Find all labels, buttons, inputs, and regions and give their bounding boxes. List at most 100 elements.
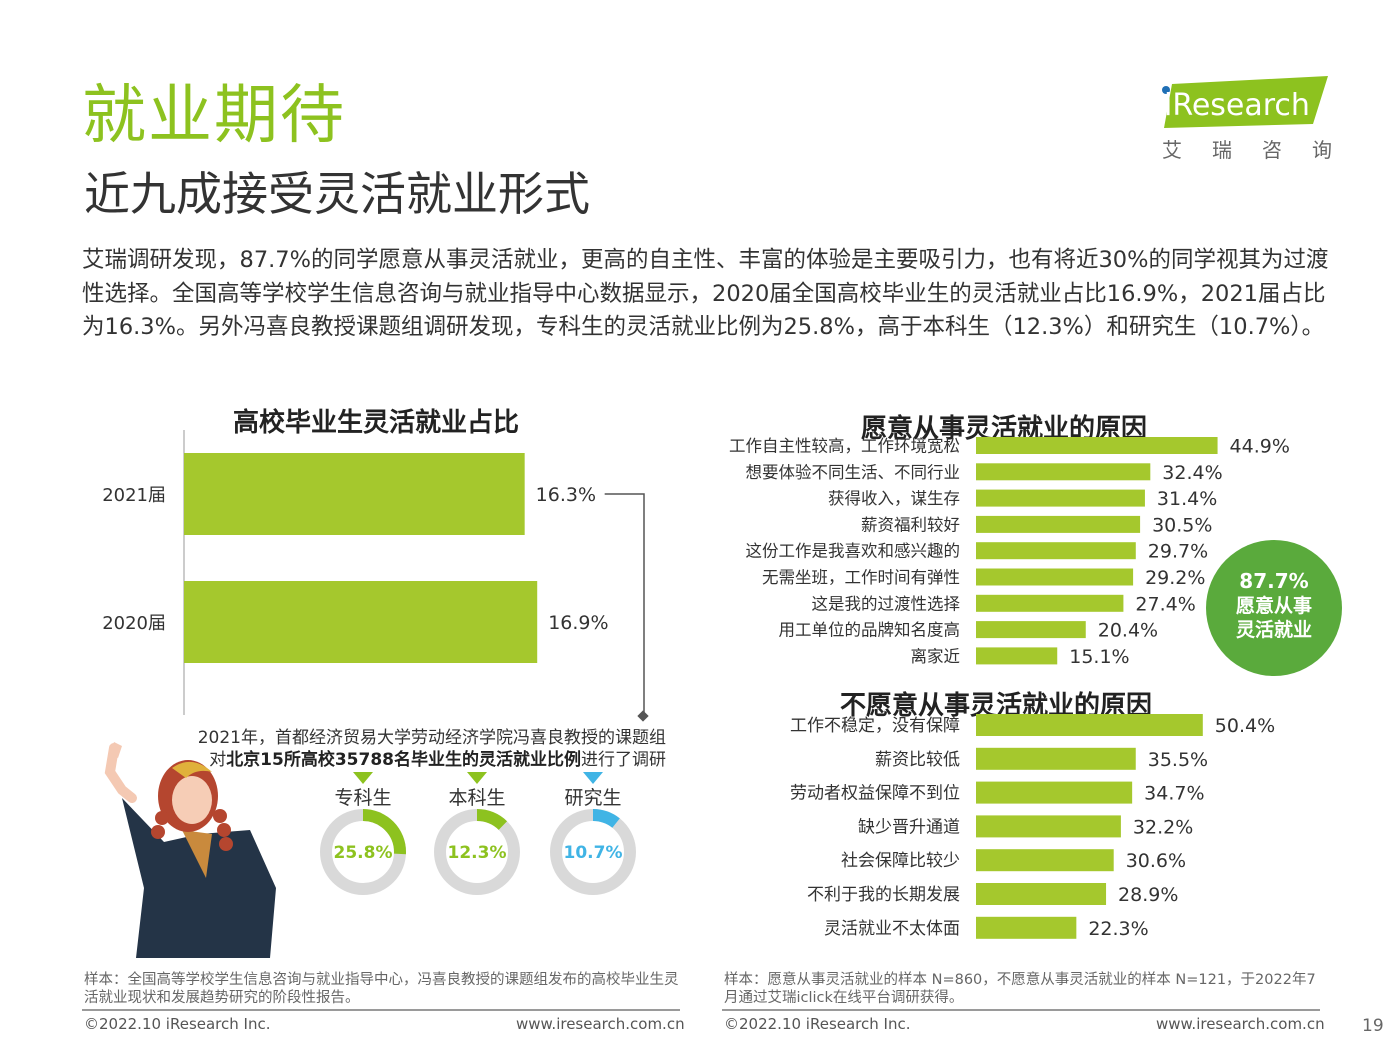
willing-bar <box>976 594 1124 612</box>
degree-category-label: 专科生 <box>334 787 391 809</box>
willing-category-label: 无需坐班，工作时间有弹性 <box>762 568 960 587</box>
unwilling-bar <box>976 781 1133 804</box>
unwilling-category-label: 灵活就业不太体面 <box>824 919 960 939</box>
unwilling-bar <box>976 849 1114 872</box>
unwilling-value-label: 22.3% <box>1088 918 1148 940</box>
unwilling-category-label: 劳动者权益保障不到位 <box>790 784 960 804</box>
willing-bar <box>976 621 1086 639</box>
braid-5 <box>151 825 165 839</box>
chart-degree-donuts: 专科生 25.8% 本科生 12.3% 研究生 10.7% <box>320 772 636 895</box>
footer-divider-right <box>722 1009 1320 1011</box>
willing-category-label: 工作自主性较高，工作环境宽松 <box>729 437 960 456</box>
chart-title-graduates: 高校毕业生灵活就业占比 <box>233 408 520 438</box>
braid-2 <box>217 823 231 837</box>
highlight-circle-bg <box>1206 540 1342 676</box>
graduates-connector-line <box>604 493 645 717</box>
unwilling-bar <box>976 916 1077 939</box>
raised-hand <box>110 742 122 758</box>
donut-value-label: 12.3% <box>448 843 507 863</box>
willing-category-label: 离家近 <box>911 647 961 666</box>
graduate-illustration <box>104 742 276 958</box>
highlight-line2: 灵活就业 <box>1236 618 1312 641</box>
page-title: 就业期待 <box>82 79 346 153</box>
intro-paragraph: 艾瑞调研发现，87.7%的同学愿意从事灵活就业，更高的自主性、丰富的体验是主要吸… <box>82 247 1329 340</box>
survey-note-suffix: 进行了调研 <box>581 750 666 770</box>
degree-pointer-marker <box>467 772 487 784</box>
footer-copyright-left: ©2022.10 iResearch Inc. <box>84 1015 271 1033</box>
willing-category-label: 想要体验不同生活、不同行业 <box>746 463 961 482</box>
willing-bar <box>976 489 1145 507</box>
willing-value-label: 15.1% <box>1069 646 1129 668</box>
degree-pointer-marker <box>353 772 373 784</box>
willing-bar <box>976 568 1134 586</box>
donut-slice <box>434 809 520 895</box>
footer-divider-left <box>82 1009 680 1011</box>
willing-bar <box>976 515 1141 533</box>
raised-arm <box>104 743 137 803</box>
unwilling-category-label: 不利于我的长期发展 <box>807 885 960 905</box>
page-subtitle: 近九成接受灵活就业形式 <box>84 167 590 221</box>
graduates-value-label: 16.3% <box>536 484 596 506</box>
willing-bar <box>976 647 1058 665</box>
logo-word: iResearch <box>1164 88 1310 123</box>
highlight-value: 87.7% <box>1239 569 1308 593</box>
unwilling-category-label: 缺少晋升通道 <box>858 817 960 837</box>
willing-category-label: 获得收入，谋生存 <box>828 489 960 508</box>
unwilling-category-label: 社会保障比较少 <box>841 851 960 871</box>
unwilling-category-label: 薪资比较低 <box>875 750 960 770</box>
unwilling-bar <box>976 815 1121 838</box>
willing-value-label: 31.4% <box>1157 488 1217 510</box>
willing-bar <box>976 437 1218 454</box>
willing-value-label: 44.9% <box>1230 436 1290 458</box>
degree-category-label: 研究生 <box>564 787 621 809</box>
unwilling-value-label: 32.2% <box>1133 816 1193 838</box>
willing-category-label: 这份工作是我喜欢和感兴趣的 <box>746 542 961 561</box>
chart-unwilling: 工作不稳定，没有保障 50.4% 薪资比较低 35.5% 劳动者权益保障不到位 34.7%… <box>790 714 1275 940</box>
donut-value-label: 25.8% <box>334 843 393 863</box>
chart-graduates: 2021届 16.3% 2020届 16.9% <box>102 430 649 722</box>
unwilling-category-label: 工作不稳定，没有保障 <box>790 716 960 736</box>
footer-copyright-right: ©2022.10 iResearch Inc. <box>724 1015 911 1033</box>
degree-category-label: 本科生 <box>448 787 505 809</box>
graduates-category-label: 2021届 <box>102 485 166 506</box>
braid-3 <box>219 837 233 851</box>
donut-slice <box>550 809 636 895</box>
survey-note-prefix: 对 <box>209 750 227 770</box>
willing-value-label: 30.5% <box>1152 514 1212 536</box>
source-note-right: 样本：愿意从事灵活就业的样本 N=860，不愿意从事灵活就业的样本 N=121，… <box>724 972 1316 1006</box>
unwilling-value-label: 30.6% <box>1126 850 1186 872</box>
survey-note-line2: 对北京15所高校35788名毕业生的灵活就业比例进行了调研 <box>150 749 666 771</box>
willing-value-label: 29.7% <box>1148 541 1208 563</box>
willing-highlight-circle: 87.7% 愿意从事 灵活就业 <box>1206 540 1342 676</box>
footer-url-right: www.iresearch.com.cn <box>1156 1015 1325 1033</box>
braid-1 <box>213 809 227 823</box>
willing-category-label: 这是我的过渡性选择 <box>812 594 961 613</box>
willing-value-label: 20.4% <box>1098 620 1158 642</box>
footer-url-left: www.iresearch.com.cn <box>516 1015 685 1033</box>
chart-willing: 工作自主性较高，工作环境宽松 44.9% 想要体验不同生活、不同行业 32.4% 获得收… <box>729 436 1290 668</box>
graduates-value-label: 16.9% <box>548 612 608 634</box>
willing-bar <box>976 463 1151 481</box>
braid-4 <box>155 811 169 825</box>
source-note-left: 样本：全国高等学校学生信息咨询与就业指导中心，冯喜良教授的课题组发布的高校毕业生… <box>84 972 679 1006</box>
survey-note-line1: 2021年，首都经济贸易大学劳动经济学院冯喜良教授的课题组 <box>197 728 666 748</box>
unwilling-value-label: 35.5% <box>1148 749 1208 771</box>
iresearch-logo: iResearch <box>1162 76 1328 128</box>
gown-collar <box>182 830 212 878</box>
willing-bar <box>976 542 1136 560</box>
graduates-bar <box>184 453 525 535</box>
donut-slice <box>320 809 406 895</box>
unwilling-value-label: 34.7% <box>1144 783 1204 805</box>
willing-value-label: 27.4% <box>1135 593 1195 615</box>
degree-pointer-marker <box>583 772 603 784</box>
connector-end-marker <box>637 710 649 722</box>
graduates-bar <box>184 581 538 663</box>
logo-banner-shape <box>1164 76 1328 128</box>
donut-value-label: 10.7% <box>564 843 623 863</box>
willing-category-label: 薪资福利较好 <box>861 515 960 534</box>
unwilling-value-label: 28.9% <box>1118 884 1178 906</box>
logo-chinese: 艾瑞咨询 <box>1162 138 1362 162</box>
logo-dot <box>1162 86 1170 94</box>
face <box>172 776 212 824</box>
unwilling-value-label: 50.4% <box>1215 715 1275 737</box>
